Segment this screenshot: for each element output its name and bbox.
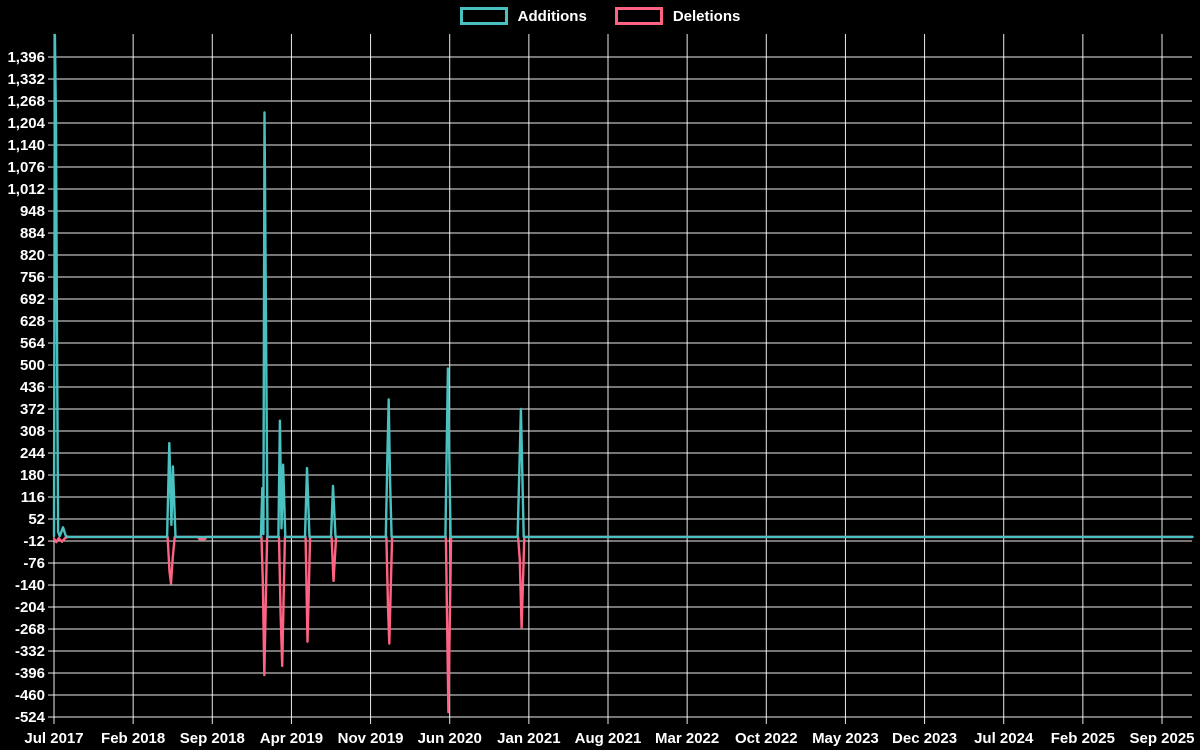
y-tick-label: 500 [20, 357, 45, 374]
x-tick-label: Feb 2018 [101, 730, 165, 747]
deletions-legend-swatch [614, 7, 663, 25]
x-tick-label: Sep 2025 [1129, 730, 1194, 747]
x-tick-label: Sep 2018 [180, 730, 245, 747]
legend-item-deletions[interactable]: Deletions [614, 7, 741, 25]
chart-legend: Additions Deletions [0, 7, 1200, 25]
x-tick-label: Dec 2023 [892, 730, 957, 747]
deletions-legend-label: Deletions [672, 7, 741, 25]
y-tick-label: 1,204 [7, 115, 45, 132]
y-tick-label: 308 [20, 423, 45, 440]
y-tick-label: 372 [20, 401, 45, 418]
legend-item-additions[interactable]: Additions [459, 7, 587, 25]
y-tick-label: 1,332 [7, 71, 45, 88]
y-tick-label: -332 [15, 643, 45, 660]
y-tick-label: 1,140 [7, 137, 45, 154]
y-tick-label: -268 [15, 621, 45, 638]
x-tick-label: Jan 2021 [497, 730, 560, 747]
y-tick-label: -460 [15, 687, 45, 704]
x-tick-label: Nov 2019 [338, 730, 404, 747]
y-tick-label: 244 [20, 445, 46, 462]
x-tick-label: Aug 2021 [575, 730, 642, 747]
x-tick-label: May 2023 [812, 730, 879, 747]
y-tick-label: 1,012 [7, 181, 45, 198]
x-tick-label: Jul 2024 [974, 730, 1034, 747]
y-tick-label: -396 [15, 665, 45, 682]
y-tick-label: -140 [15, 577, 45, 594]
x-tick-label: Mar 2022 [655, 730, 719, 747]
y-tick-label: 628 [20, 313, 45, 330]
additions-legend-swatch [459, 7, 508, 25]
y-tick-label: 436 [20, 379, 45, 396]
x-tick-label: Oct 2022 [735, 730, 798, 747]
y-tick-label: 52 [28, 511, 45, 528]
y-tick-label: 692 [20, 291, 45, 308]
additions-legend-label: Additions [517, 7, 587, 25]
x-tick-label: Feb 2025 [1051, 730, 1115, 747]
y-tick-label: 820 [20, 247, 45, 264]
y-tick-label: 948 [20, 203, 45, 220]
x-tick-label: Jun 2020 [418, 730, 482, 747]
y-tick-label: -524 [15, 709, 46, 726]
y-tick-label: 756 [20, 269, 45, 286]
y-tick-label: 116 [21, 489, 45, 506]
series-line-additions [52, 33, 1194, 539]
x-tick-label: Jul 2017 [24, 730, 83, 747]
y-tick-label: 564 [20, 335, 46, 352]
y-tick-label: 1,396 [7, 49, 45, 66]
y-tick-label: -204 [15, 599, 46, 616]
y-tick-label: -76 [23, 555, 45, 572]
y-tick-label: -12 [23, 533, 45, 550]
y-tick-label: 1,076 [7, 159, 45, 176]
y-tick-label: 180 [20, 467, 45, 484]
y-tick-label: 884 [20, 225, 46, 242]
y-tick-label: 1,268 [7, 93, 45, 110]
series-line-deletions [52, 535, 1194, 714]
x-tick-label: Apr 2019 [260, 730, 323, 747]
